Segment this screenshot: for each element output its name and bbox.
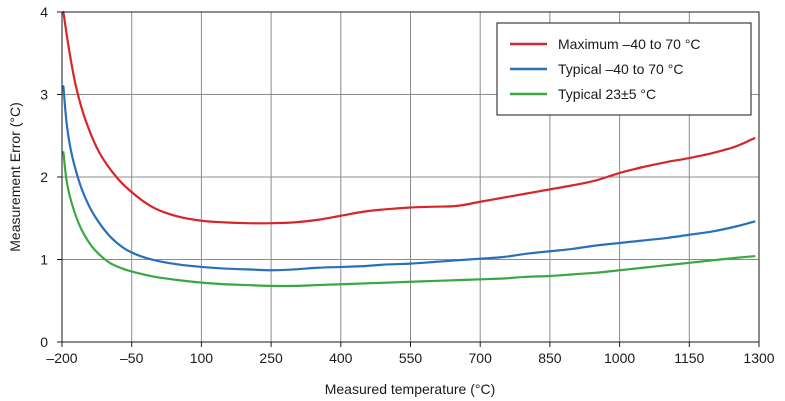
y-tick-label: 3 (40, 87, 48, 103)
y-tick-label: 4 (40, 4, 48, 20)
x-tick-label: –50 (120, 350, 144, 366)
series-line-typical-wide (62, 85, 756, 272)
legend: Maximum –40 to 70 °C Typical –40 to 70 °C… (496, 22, 752, 116)
legend-entry-maximum: Maximum –40 to 70 °C (510, 36, 701, 52)
x-tick-label: –200 (46, 350, 77, 366)
legend-label: Typical –40 to 70 °C (558, 61, 683, 77)
x-tick-label: 1000 (604, 350, 635, 366)
y-axis-ticks: 0 1 2 3 4 (40, 4, 62, 350)
legend-label: Typical 23±5 °C (558, 86, 656, 102)
x-tick-label: 100 (190, 350, 214, 366)
x-tick-label: 1150 (674, 350, 704, 366)
x-tick-label: 850 (538, 350, 562, 366)
x-tick-label: 400 (329, 350, 353, 366)
legend-entry-typical-room: Typical 23±5 °C (510, 86, 656, 102)
legend-label: Maximum –40 to 70 °C (558, 36, 701, 52)
x-tick-label: 1300 (743, 350, 774, 366)
y-tick-label: 2 (40, 169, 48, 185)
series-line-maximum (62, 10, 756, 225)
x-axis-label: Measured temperature (°C) (325, 381, 496, 397)
y-tick-label: 1 (40, 252, 48, 268)
y-axis-label: Measurement Error (°C) (7, 102, 23, 252)
series-line-typical-room (62, 151, 756, 288)
y-tick-label: 0 (40, 334, 48, 350)
x-tick-label: 250 (259, 350, 283, 366)
x-axis-ticks: –200 –50 100 250 400 550 700 850 1000 1150 1300 (46, 342, 775, 366)
x-tick-label: 550 (399, 350, 423, 366)
legend-entry-typical-wide: Typical –40 to 70 °C (510, 61, 683, 77)
series-lines (62, 10, 756, 288)
x-tick-label: 700 (469, 350, 493, 366)
